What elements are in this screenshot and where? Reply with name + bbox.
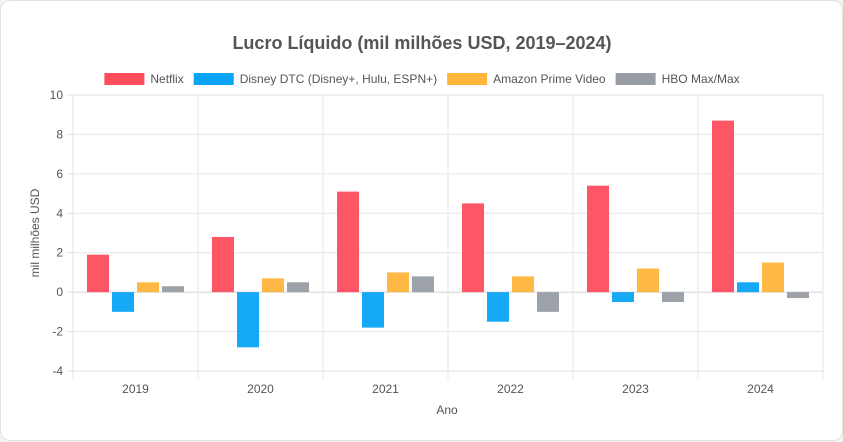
bar-hbo-max-max-2021[interactable]: [412, 276, 434, 293]
legend-item[interactable]: Netflix: [104, 72, 184, 86]
x-tick-label: 2020: [247, 382, 274, 396]
y-tick-label: 6: [56, 167, 63, 181]
bar-netflix-2021[interactable]: [337, 191, 359, 293]
legend-label: Amazon Prime Video: [493, 72, 606, 86]
legend-swatch: [447, 73, 488, 85]
legend-item[interactable]: Amazon Prime Video: [447, 72, 606, 86]
bar-netflix-2024[interactable]: [712, 120, 734, 293]
x-tick-label: 2024: [747, 382, 774, 396]
bar-netflix-2019[interactable]: [87, 254, 109, 293]
bar-amazon-prime-video-2023[interactable]: [637, 268, 659, 293]
chart-title: Lucro Líquido (mil milhões USD, 2019–202…: [232, 33, 611, 53]
y-tick-label: 8: [56, 127, 63, 141]
bar-hbo-max-max-2023[interactable]: [662, 292, 684, 302]
x-tick-label: 2021: [372, 382, 399, 396]
legend: Netflix Disney DTC (Disney+, Hulu, ESPN+)…: [104, 72, 740, 86]
bar-hbo-max-max-2022[interactable]: [537, 292, 559, 312]
y-tick-label: 0: [56, 285, 63, 299]
bar-hbo-max-max-2020[interactable]: [287, 282, 309, 293]
legend-label: HBO Max/Max: [662, 72, 740, 86]
bar-amazon-prime-video-2022[interactable]: [512, 276, 534, 293]
bar-netflix-2022[interactable]: [462, 203, 484, 293]
legend-swatch: [104, 73, 145, 85]
bar-hbo-max-max-2019[interactable]: [162, 286, 184, 293]
x-tick-label: 2022: [497, 382, 524, 396]
bar-netflix-2023[interactable]: [587, 185, 609, 293]
bar-disney-dtc-disney-hulu-espn-2022[interactable]: [487, 292, 509, 322]
bar-disney-dtc-disney-hulu-espn-2021[interactable]: [362, 292, 384, 328]
bar-disney-dtc-disney-hulu-espn-2019[interactable]: [112, 292, 134, 312]
bar-amazon-prime-video-2024[interactable]: [762, 262, 784, 293]
x-tick-label: 2023: [622, 382, 649, 396]
bar-netflix-2020[interactable]: [212, 236, 234, 293]
bar-disney-dtc-disney-hulu-espn-2020[interactable]: [237, 292, 259, 348]
axes-layer: -4 -2 0 2 4 6 8 10 2019 2020 2021 2022 2023 2024: [50, 88, 823, 396]
bar-amazon-prime-video-2021[interactable]: [387, 272, 409, 293]
grid-layer: [72, 94, 824, 379]
x-tick-label: 2019: [122, 382, 149, 396]
bar-disney-dtc-disney-hulu-espn-2024[interactable]: [737, 282, 759, 293]
legend-label: Disney DTC (Disney+, Hulu, ESPN+): [240, 72, 437, 86]
legend-swatch: [193, 73, 234, 85]
y-tick-label: 2: [56, 246, 63, 260]
y-tick-label: -2: [52, 325, 63, 339]
bar-amazon-prime-video-2020[interactable]: [262, 278, 284, 293]
y-tick-label: 10: [50, 88, 64, 102]
x-axis-title: Ano: [436, 403, 458, 417]
bar-hbo-max-max-2024[interactable]: [787, 292, 809, 299]
legend-swatch: [615, 73, 656, 85]
bar-amazon-prime-video-2019[interactable]: [137, 282, 159, 293]
y-tick-label: -4: [52, 364, 63, 378]
y-tick-label: 4: [56, 206, 63, 220]
legend-item[interactable]: Disney DTC (Disney+, Hulu, ESPN+): [193, 72, 437, 86]
bars-layer: [87, 120, 809, 348]
bar-disney-dtc-disney-hulu-espn-2023[interactable]: [612, 292, 634, 302]
y-axis-title: mil milhões USD: [28, 188, 42, 277]
legend-label: Netflix: [150, 72, 183, 86]
legend-item[interactable]: HBO Max/Max: [615, 72, 740, 86]
